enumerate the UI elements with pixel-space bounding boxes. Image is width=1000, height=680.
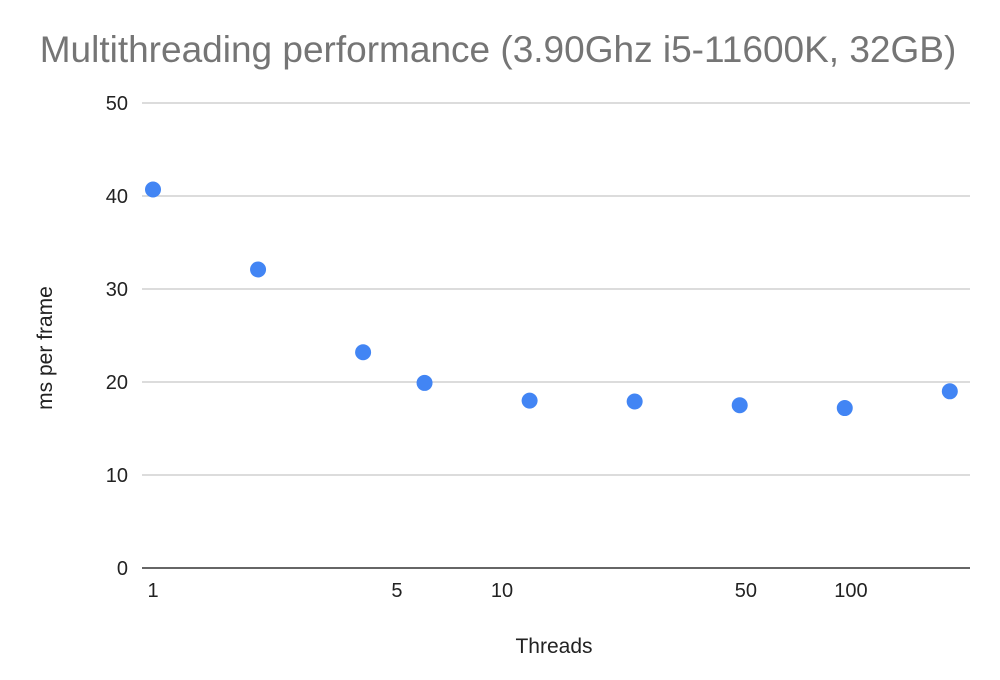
y-tick-label: 30 [106,279,128,301]
chart-title: Multithreading performance (3.90Ghz i5-1… [40,29,957,70]
data-point [521,392,538,409]
data-point [416,374,433,391]
data-point [355,344,372,361]
y-axis-label: ms per frame [34,286,57,410]
x-tick-label: 1 [147,580,158,602]
x-tick-label: 50 [735,580,757,602]
gridlines [142,102,970,569]
data-point [731,397,748,414]
data-point [836,400,853,417]
data-point [626,393,643,410]
x-tick-label: 5 [391,580,402,602]
x-axis-label: Threads [515,635,592,658]
data-points [145,181,958,417]
data-point [941,383,958,400]
x-tick-label: 10 [491,580,513,602]
data-point [145,181,161,198]
y-tick-label: 0 [117,558,128,580]
y-axis-ticks: 0 10 20 30 40 50 [106,93,128,580]
y-tick-label: 50 [106,93,128,115]
y-tick-label: 40 [106,186,128,208]
y-tick-label: 10 [106,465,128,487]
x-tick-label: 100 [834,580,867,602]
y-tick-label: 20 [106,372,128,394]
x-axis-ticks: 1 5 10 50 100 [147,580,867,602]
data-point [250,261,267,278]
